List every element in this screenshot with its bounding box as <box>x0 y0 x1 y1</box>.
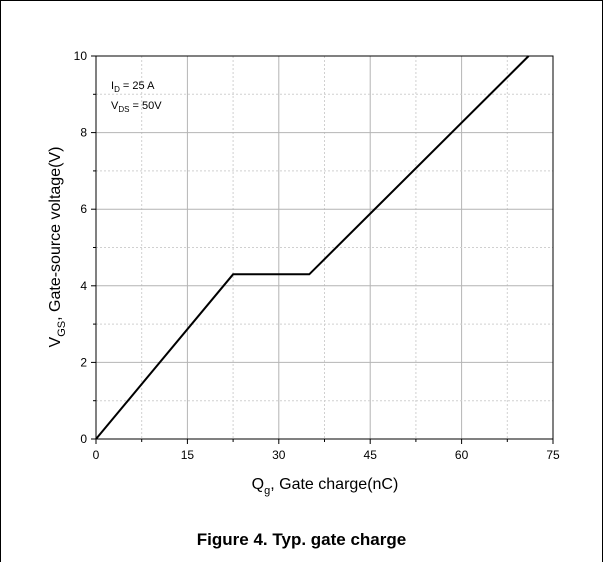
x-tick-label: 15 <box>181 448 195 462</box>
annotation-drain-current: ID = 25 A <box>111 80 155 94</box>
x-tick-label: 60 <box>455 448 469 462</box>
series <box>95 55 530 440</box>
series-line <box>95 55 530 440</box>
x-tick-label: 45 <box>364 448 378 462</box>
y-tick-label: 4 <box>80 279 87 293</box>
x-tick-label: 0 <box>93 448 100 462</box>
x-tick-label: 75 <box>546 448 560 462</box>
x-tick-label: 30 <box>272 448 286 462</box>
figure-caption: Figure 4. Typ. gate charge <box>196 530 407 549</box>
gate-charge-chart: 0 15 30 45 60 75 0 2 4 6 8 10 ID = 25 A VDS = 50V Q… <box>47 49 560 497</box>
y-tick-label: 10 <box>74 49 88 63</box>
axis-ticks: 0 15 30 45 60 75 0 2 4 6 8 10 <box>74 49 560 462</box>
grid <box>96 56 553 439</box>
x-axis-label: Qg, Gate charge(nC) <box>252 476 399 497</box>
y-tick-label: 2 <box>80 355 87 369</box>
y-axis-label: VGS, Gate-source voltage(V) <box>47 147 68 348</box>
annotation-drain-source-voltage: VDS = 50V <box>111 100 162 114</box>
y-tick-label: 6 <box>80 202 87 216</box>
y-tick-label: 0 <box>80 432 87 446</box>
y-tick-label: 8 <box>80 126 87 140</box>
annotations: ID = 25 A VDS = 50V <box>111 80 162 114</box>
